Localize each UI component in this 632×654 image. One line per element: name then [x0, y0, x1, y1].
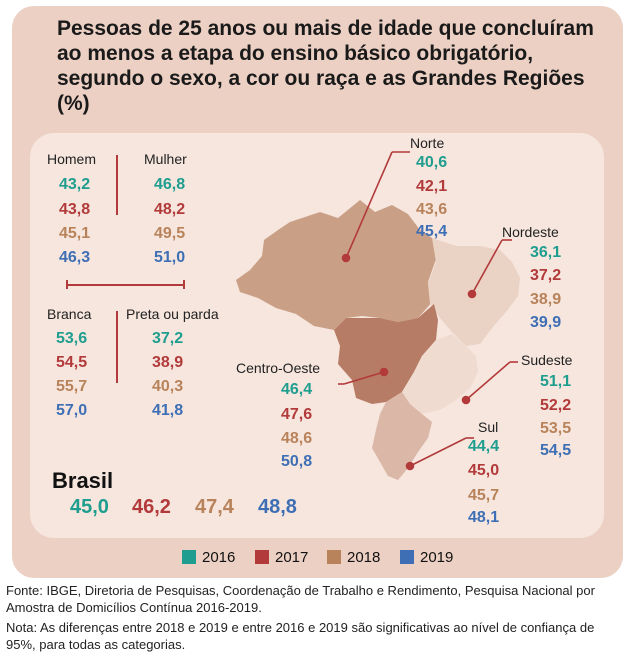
leader-sudeste — [465, 361, 511, 401]
section-separator-cap-right — [183, 280, 185, 289]
legend-2016: 2016 — [182, 549, 235, 566]
leader-nordeste-dot — [467, 289, 477, 299]
map-region-sul — [372, 392, 432, 480]
nordeste-2016: 36,1 — [530, 244, 562, 261]
sudeste-2017: 52,2 — [540, 397, 572, 414]
label-sul: Sul — [478, 419, 499, 435]
norte-2018: 43,6 — [416, 201, 448, 218]
leader-norte-dot — [341, 253, 351, 263]
homem-2019: 46,3 — [59, 249, 91, 266]
leader-centro-oeste-dot — [379, 367, 389, 377]
divider-sexo — [116, 155, 118, 215]
nordeste-2019: 39,9 — [530, 314, 562, 331]
footer-source: Fonte: IBGE, Diretoria de Pesquisas, Coo… — [6, 583, 595, 615]
chart-panel — [30, 133, 604, 538]
section-separator-cap-left — [66, 280, 68, 289]
nordeste-2017: 37,2 — [530, 267, 562, 284]
footer-note: Nota: As diferenças entre 2018 e 2019 e … — [6, 620, 595, 652]
leader-nordeste — [471, 239, 503, 295]
label-preta-ou-parda: Preta ou parda — [126, 306, 219, 322]
norte-2016: 40,6 — [416, 154, 448, 171]
centro-oeste-2018: 48,6 — [281, 430, 313, 447]
leader-centro-oeste — [343, 371, 385, 385]
homem-2017: 43,8 — [59, 201, 91, 218]
sul-2016: 44,4 — [468, 438, 500, 455]
label-centro-oeste: Centro-Oeste — [236, 360, 321, 376]
centro-oeste-2016: 46,4 — [281, 381, 313, 398]
label-mulher: Mulher — [144, 151, 187, 167]
branca-2016: 53,6 — [56, 330, 88, 347]
homem-2018: 45,1 — [59, 225, 91, 242]
preta-parda-2019: 41,8 — [152, 402, 184, 419]
branca-2018: 55,7 — [56, 378, 88, 395]
legend-swatch-2018 — [327, 550, 341, 564]
preta-parda-2018: 40,3 — [152, 378, 184, 395]
legend-swatch-2019 — [400, 550, 414, 564]
sul-2017: 45,0 — [468, 462, 500, 479]
sul-2019: 48,1 — [468, 509, 500, 526]
sudeste-2018: 53,5 — [540, 420, 572, 437]
mulher-2018: 49,5 — [154, 225, 186, 242]
legend-swatch-2017 — [255, 550, 269, 564]
brasil-2017: 46,2 — [132, 496, 171, 518]
branca-2017: 54,5 — [56, 354, 88, 371]
legend-label-2019: 2019 — [420, 549, 454, 566]
leader-norte — [345, 151, 393, 259]
leader-sudeste-dot — [461, 395, 471, 405]
map-region-norte — [236, 200, 442, 330]
preta-parda-2017: 38,9 — [152, 354, 184, 371]
centro-oeste-2017: 47,6 — [281, 406, 313, 423]
brasil-2018: 47,4 — [195, 496, 234, 518]
mulher-2016: 46,8 — [154, 176, 186, 193]
map-region-sudeste — [402, 334, 478, 414]
label-branca: Branca — [47, 306, 92, 322]
leader-sul — [409, 437, 467, 467]
mulher-2017: 48,2 — [154, 201, 186, 218]
label-norte: Norte — [410, 135, 445, 151]
legend-2017: 2017 — [255, 549, 308, 566]
norte-2019: 45,4 — [416, 223, 448, 240]
divider-cor — [116, 311, 118, 383]
legend-2018: 2018 — [327, 549, 380, 566]
label-nordeste: Nordeste — [502, 224, 559, 240]
norte-2017: 42,1 — [416, 178, 448, 195]
legend-label-2017: 2017 — [275, 549, 309, 566]
brasil-2019: 48,8 — [258, 496, 297, 518]
sudeste-2016: 51,1 — [540, 373, 572, 390]
centro-oeste-2019: 50,8 — [281, 453, 313, 470]
label-brasil: Brasil — [52, 468, 114, 493]
legend-2019: 2019 — [400, 549, 453, 566]
legend-swatch-2016 — [182, 550, 196, 564]
leader-sul-dot — [405, 461, 415, 471]
label-homem: Homem — [47, 151, 97, 167]
homem-2016: 43,2 — [59, 176, 91, 193]
section-separator — [66, 284, 184, 286]
brasil-2016: 45,0 — [70, 496, 109, 518]
branca-2019: 57,0 — [56, 402, 88, 419]
preta-parda-2016: 37,2 — [152, 330, 184, 347]
label-sudeste: Sudeste — [521, 352, 573, 368]
sul-2018: 45,7 — [468, 487, 500, 504]
chart-title: Pessoas de 25 anos ou mais de idade que … — [57, 17, 594, 115]
sudeste-2019: 54,5 — [540, 442, 572, 459]
nordeste-2018: 38,9 — [530, 291, 562, 308]
mulher-2019: 51,0 — [154, 249, 186, 266]
legend-label-2018: 2018 — [347, 549, 381, 566]
legend-label-2016: 2016 — [202, 549, 236, 566]
